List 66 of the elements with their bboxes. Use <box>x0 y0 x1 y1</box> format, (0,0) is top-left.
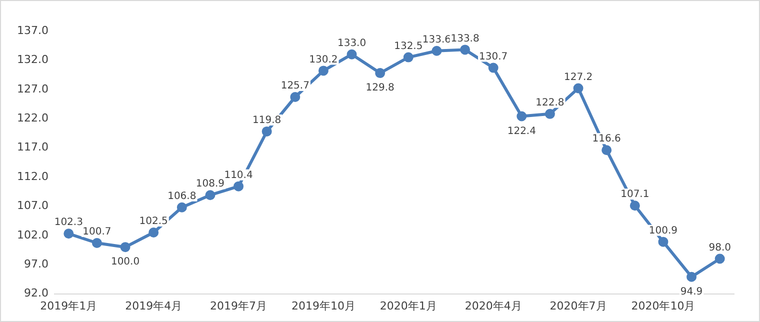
y-tick-label: 137.0 <box>16 24 48 37</box>
x-tick-label: 2020年10月 <box>631 299 696 312</box>
data-label: 108.9 <box>196 178 225 190</box>
y-tick-label: 117.0 <box>16 140 48 154</box>
point <box>573 83 584 94</box>
point <box>488 62 498 73</box>
data-label: 125.7 <box>280 80 310 92</box>
y-tick-label: 92.0 <box>24 286 48 300</box>
data-label: 102.5 <box>139 216 168 228</box>
point <box>205 190 216 200</box>
point <box>602 145 612 156</box>
data-label: 119.8 <box>252 115 282 126</box>
data-label: 127.2 <box>564 72 593 83</box>
y-tick-label: 102.0 <box>16 228 48 242</box>
y-tick-label: 122.0 <box>16 111 48 124</box>
point <box>432 46 442 56</box>
x-tick-label: 2019年10月 <box>291 299 356 312</box>
point <box>64 228 74 239</box>
point <box>262 126 272 136</box>
data-label: 98.0 <box>708 242 731 254</box>
data-label: 107.1 <box>620 189 650 200</box>
point <box>346 49 357 60</box>
point <box>686 272 697 282</box>
y-tick-label: 127.0 <box>16 82 48 96</box>
data-label: 133.0 <box>337 38 366 49</box>
x-tick-label: 2019年4月 <box>125 299 182 312</box>
data-label: 110.4 <box>224 170 253 181</box>
point <box>176 202 187 212</box>
point <box>290 92 300 102</box>
x-tick-label: 2019年1月 <box>40 299 98 312</box>
point <box>544 108 555 119</box>
data-label: 133.8 <box>450 33 480 44</box>
point <box>120 242 130 252</box>
data-label: 100.7 <box>82 226 112 238</box>
point <box>714 254 725 264</box>
point <box>630 200 640 211</box>
data-label: 122.8 <box>536 98 564 109</box>
y-tick-label: 107.0 <box>16 199 48 212</box>
data-label: 130.7 <box>479 51 508 62</box>
data-label: 122.4 <box>507 126 536 137</box>
data-label: 130.2 <box>309 54 338 66</box>
data-label: 100.0 <box>110 256 140 268</box>
x-tick-label: 2020年7月 <box>550 299 607 312</box>
x-tick-label: 2020年4月 <box>464 299 522 312</box>
y-tick-label: 112.0 <box>16 170 48 183</box>
data-label: 102.3 <box>54 217 83 228</box>
data-label: 132.5 <box>394 40 423 52</box>
x-tick-label: 2020年1月 <box>380 299 437 312</box>
data-label: 116.6 <box>592 134 621 145</box>
point <box>460 44 470 55</box>
point <box>234 181 244 192</box>
point <box>516 111 527 122</box>
data-label: 129.8 <box>366 82 394 94</box>
x-tick-label: 2019年7月 <box>210 299 268 312</box>
point <box>658 236 668 247</box>
data-label: 133.6 <box>422 34 452 46</box>
point <box>318 66 328 76</box>
point <box>403 52 414 62</box>
y-tick-label: 132.0 <box>16 53 48 66</box>
point <box>375 68 386 78</box>
data-label: 94.9 <box>680 286 703 298</box>
point <box>148 227 159 238</box>
point <box>92 238 102 248</box>
y-tick-label: 97.0 <box>24 257 48 270</box>
data-label: 106.8 <box>168 190 196 202</box>
data-label: 100.9 <box>648 225 678 236</box>
